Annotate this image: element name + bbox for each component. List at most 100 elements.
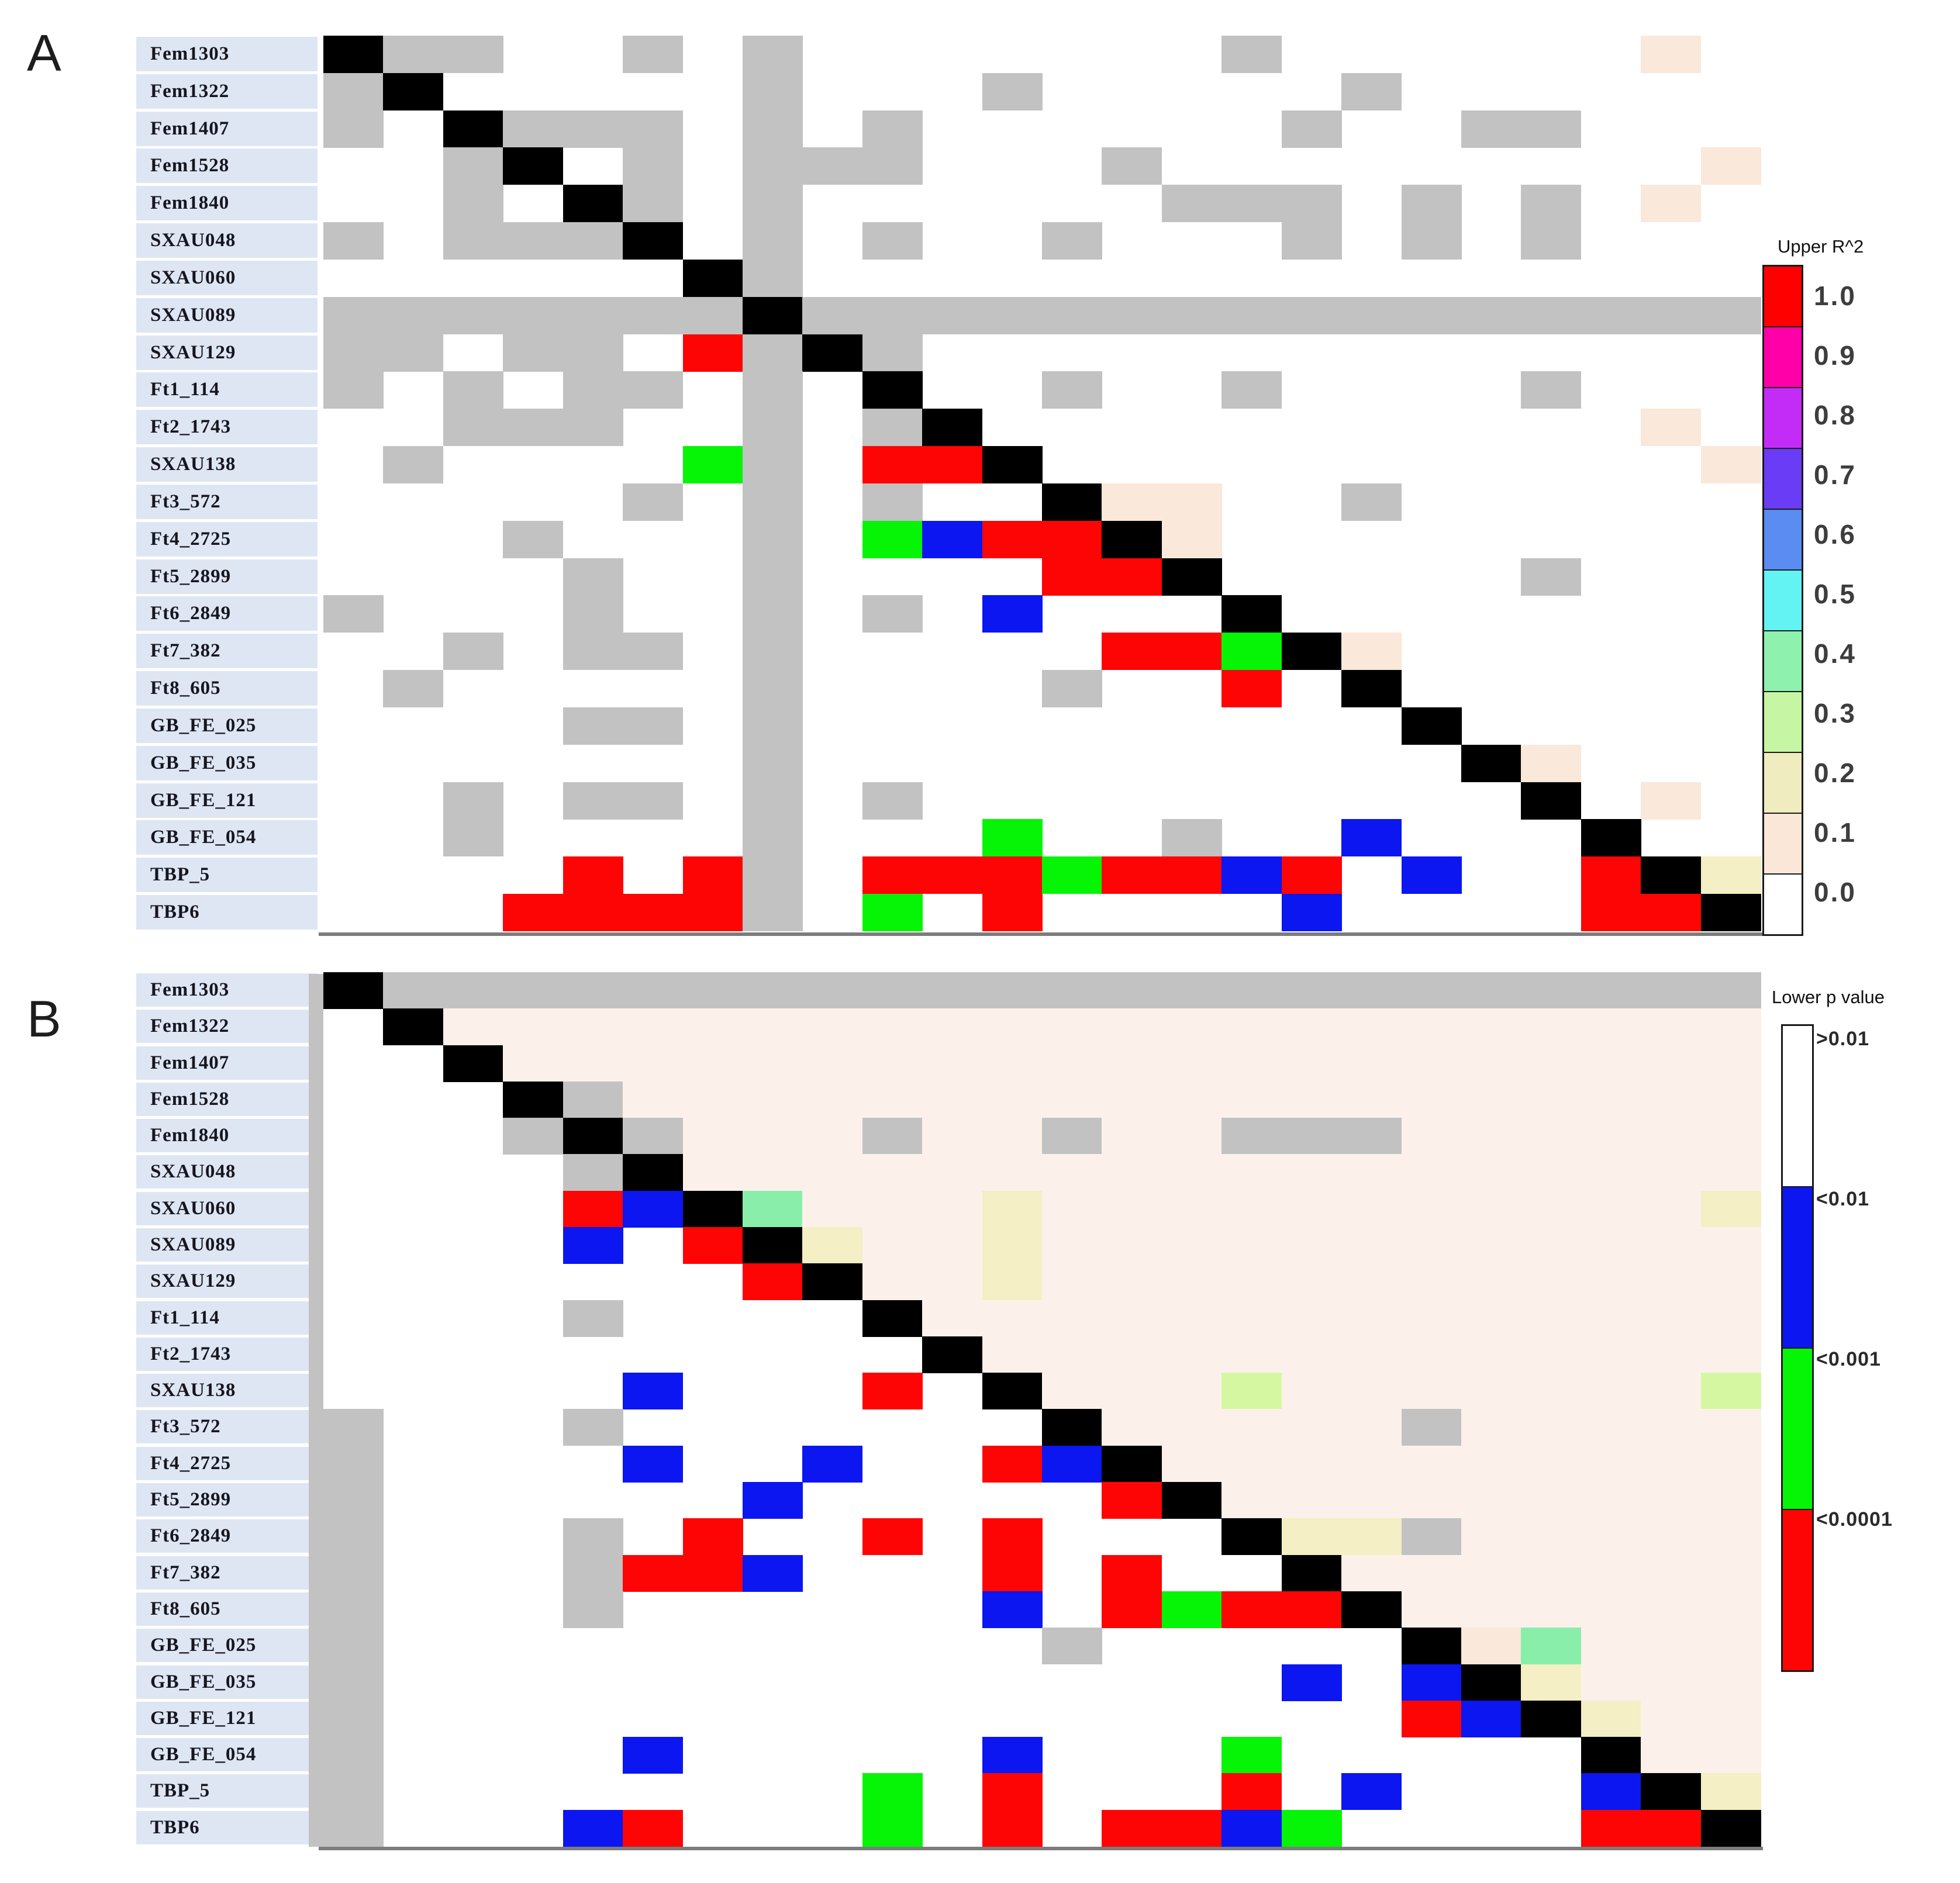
matrix-cell xyxy=(1701,1336,1761,1373)
matrix-cell xyxy=(982,297,1043,334)
matrix-cell xyxy=(623,1191,683,1228)
matrix-cell xyxy=(862,1154,923,1191)
matrix-cell xyxy=(1162,819,1222,856)
row-label-Fem1528: Fem1528 xyxy=(136,148,318,183)
matrix-cell xyxy=(743,483,803,521)
matrix-cell xyxy=(383,670,443,707)
matrix-cell xyxy=(862,147,923,185)
matrix-cell xyxy=(802,1045,862,1082)
row-label-SXAU129: SXAU129 xyxy=(136,1264,318,1298)
matrix-cell xyxy=(563,334,623,372)
matrix-cell xyxy=(1402,1082,1462,1118)
matrix-cell xyxy=(743,110,803,148)
matrix-cell xyxy=(743,1045,803,1082)
matrix-cell xyxy=(443,371,503,409)
legend-label: 0.2 xyxy=(1814,758,1857,788)
matrix-cell xyxy=(1641,1336,1701,1373)
matrix-cell xyxy=(1461,1373,1521,1409)
matrix-cell xyxy=(683,1045,743,1082)
matrix-cell xyxy=(1461,1263,1521,1300)
matrix-cell xyxy=(1102,1446,1162,1483)
matrix-cell xyxy=(563,1008,623,1045)
matrix-cell xyxy=(982,1191,1043,1228)
matrix-cell xyxy=(1282,1810,1342,1847)
legend-label: 0.9 xyxy=(1814,340,1857,371)
matrix-cell xyxy=(922,1118,982,1155)
matrix-cell xyxy=(802,1118,862,1155)
matrix-cell xyxy=(862,1082,923,1118)
matrix-cell xyxy=(623,1045,683,1082)
matrix-cell xyxy=(443,819,503,856)
matrix-cell xyxy=(1521,110,1581,148)
matrix-cell xyxy=(1461,1446,1521,1483)
matrix-cell xyxy=(1641,1591,1701,1628)
row-label-Ft8_605: Ft8_605 xyxy=(136,1592,318,1626)
matrix-cell xyxy=(1402,1263,1462,1300)
matrix-cell xyxy=(1221,972,1282,1009)
matrix-cell xyxy=(1162,185,1222,222)
matrix-cell xyxy=(922,297,982,334)
legend-color-segment xyxy=(1764,448,1802,509)
matrix-cell xyxy=(1341,819,1402,856)
matrix-cell xyxy=(1402,1591,1462,1628)
legend-label: 0.1 xyxy=(1814,817,1857,848)
row-label-Ft3_572: Ft3_572 xyxy=(136,1410,318,1443)
matrix-cell xyxy=(1521,1154,1581,1191)
matrix-cell xyxy=(1641,1446,1701,1483)
matrix-cell xyxy=(922,521,982,558)
matrix-cell xyxy=(1102,1373,1162,1409)
matrix-cell xyxy=(1701,1373,1761,1409)
legend-color-segment xyxy=(1764,873,1802,934)
matrix-cell xyxy=(1641,1555,1701,1592)
matrix-cell xyxy=(1341,297,1402,334)
matrix-cell xyxy=(1221,1045,1282,1082)
matrix-cell xyxy=(563,1810,623,1847)
matrix-cell xyxy=(1102,633,1162,670)
matrix-cell xyxy=(1102,483,1162,521)
legend-color-segment xyxy=(1764,387,1802,448)
matrix-cell xyxy=(1641,1773,1701,1810)
matrix-cell xyxy=(1221,1409,1282,1446)
matrix-cell xyxy=(323,1446,384,1483)
matrix-cell xyxy=(1282,222,1342,260)
matrix-cell xyxy=(802,972,862,1009)
matrix-cell xyxy=(623,1082,683,1118)
matrix-cell xyxy=(1341,1118,1402,1155)
matrix-cell xyxy=(1282,633,1342,670)
row-label-TBP_5: TBP_5 xyxy=(136,1774,318,1808)
matrix-cell xyxy=(862,894,923,931)
matrix-cell xyxy=(1461,1118,1521,1155)
row-label-TBP_5: TBP_5 xyxy=(136,858,318,892)
matrix-cell xyxy=(743,334,803,372)
matrix-cell xyxy=(862,1045,923,1082)
matrix-cell xyxy=(1521,1336,1581,1373)
matrix-cell xyxy=(563,185,623,222)
matrix-cell xyxy=(503,147,563,185)
matrix-cell xyxy=(1641,1118,1701,1155)
matrix-cell xyxy=(1641,856,1701,894)
matrix-cell xyxy=(623,1118,683,1155)
matrix-cell xyxy=(982,1773,1043,1810)
matrix-cell xyxy=(1521,1082,1581,1118)
matrix-cell xyxy=(1461,745,1521,782)
matrix-cell xyxy=(1701,1263,1761,1300)
row-label-Ft8_605: Ft8_605 xyxy=(136,671,318,706)
row-label-Fem1840: Fem1840 xyxy=(136,186,318,220)
matrix-cell xyxy=(623,483,683,521)
matrix-cell xyxy=(1581,1300,1641,1337)
legend-color-segment xyxy=(1783,1509,1812,1670)
matrix-cell xyxy=(1521,1118,1581,1155)
matrix-cell xyxy=(1042,1373,1102,1409)
legend-b-colorbar xyxy=(1781,1024,1814,1672)
matrix-cell xyxy=(743,297,803,334)
matrix-cell xyxy=(563,1082,623,1118)
matrix-cell xyxy=(1341,1336,1402,1373)
matrix-cell xyxy=(1581,1518,1641,1555)
matrix-cell xyxy=(862,222,923,260)
matrix-cell xyxy=(862,1118,923,1155)
matrix-cell xyxy=(1402,185,1462,222)
matrix-cell xyxy=(1521,1045,1581,1082)
matrix-cell xyxy=(683,260,743,297)
row-label-Ft4_2725: Ft4_2725 xyxy=(136,522,318,557)
matrix-cell xyxy=(1701,1154,1761,1191)
